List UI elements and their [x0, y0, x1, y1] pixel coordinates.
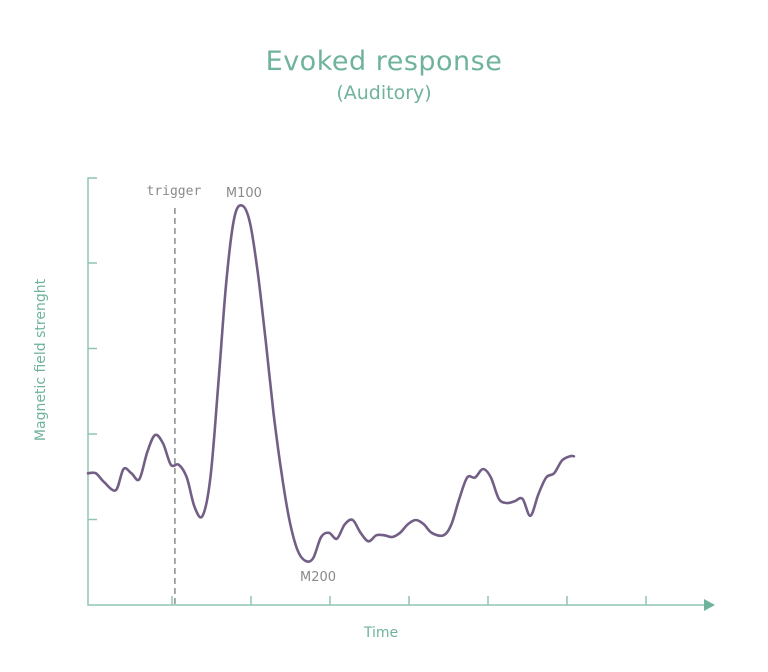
y-axis-label: Magnetic field strenght	[33, 278, 49, 441]
m100-label: M100	[226, 186, 262, 201]
m200-label: M200	[300, 570, 336, 585]
ticks	[88, 262, 647, 605]
x-axis-arrow	[704, 599, 715, 611]
trigger-label: trigger	[147, 184, 202, 199]
axis-lines	[87, 177, 706, 606]
chart-subtitle: (Auditory)	[336, 82, 432, 104]
x-axis-label: Time	[363, 625, 398, 641]
chart-title: Evoked response	[265, 46, 503, 77]
evoked-response-line	[86, 204, 576, 563]
axes	[87, 177, 715, 611]
